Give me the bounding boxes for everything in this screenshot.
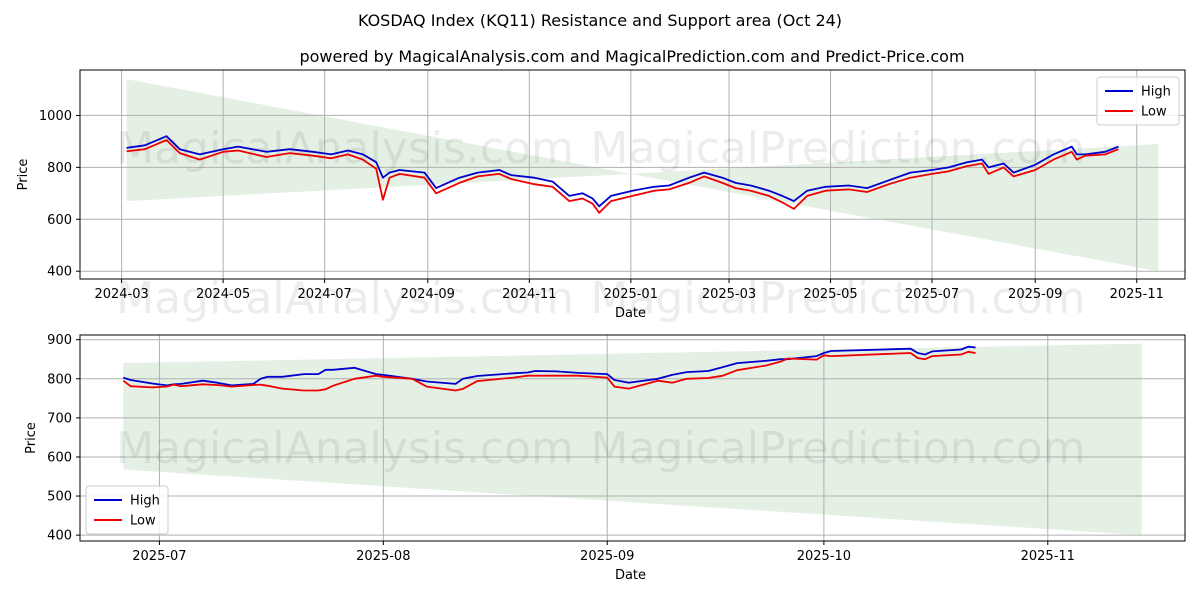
legend-label-high: High — [1141, 85, 1171, 100]
watermark: MagicalAnalysis.com — [116, 273, 574, 324]
bottom-panel: MagicalAnalysis.com MagicalPrediction.com… — [24, 333, 1186, 583]
legend-label-low: Low — [130, 514, 156, 529]
x-tick-label: 2025-09 — [580, 549, 634, 564]
watermark: MagicalAnalysis.com — [116, 123, 574, 174]
watermark: MagicalPrediction.com — [591, 123, 1086, 174]
plot-frame — [79, 334, 1186, 542]
x-tick-label: 2024-11 — [502, 287, 556, 302]
x-axis-label: Date — [615, 306, 646, 321]
chart-title: KOSDAQ Index (KQ11) Resistance and Suppo… — [358, 11, 842, 30]
x-tick-label: 2025-01 — [604, 287, 658, 302]
x-axis-label: Date — [615, 568, 646, 583]
y-tick-label: 800 — [47, 161, 72, 176]
y-tick-label: 600 — [47, 213, 72, 228]
x-tick-label: 2024-09 — [401, 287, 455, 302]
legend-label-high: High — [130, 494, 160, 509]
legend-box — [85, 485, 169, 535]
x-tick-label: 2025-11 — [1021, 549, 1075, 564]
x-tick-label: 2024-07 — [297, 287, 351, 302]
legend: High Low — [1096, 76, 1180, 126]
chart-subtitle: powered by MagicalAnalysis.com and Magic… — [299, 47, 964, 66]
support-resistance-band — [126, 79, 1159, 272]
plot-frame — [79, 69, 1186, 280]
x-tick-label: 2025-11 — [1110, 287, 1164, 302]
y-tick-label: 400 — [47, 265, 72, 280]
x-tick-label: 2025-08 — [356, 549, 410, 564]
y-axis-label: Price — [16, 159, 31, 191]
legend: High Low — [85, 485, 169, 535]
x-tick-label: 2025-03 — [702, 287, 756, 302]
series-line-high — [126, 135, 1119, 208]
support-resistance-band — [123, 343, 1142, 536]
y-tick-label: 600 — [47, 450, 72, 465]
series-line-low — [122, 350, 976, 392]
x-tick-label: 2025-10 — [797, 549, 851, 564]
watermark: MagicalPrediction.com — [591, 273, 1086, 324]
x-tick-label: 2025-07 — [132, 549, 186, 564]
x-tick-label: 2024-05 — [196, 287, 250, 302]
x-tick-label: 2025-09 — [1008, 287, 1062, 302]
watermark: MagicalAnalysis.com — [116, 423, 574, 474]
y-tick-label: 800 — [47, 372, 72, 387]
series-line-low — [126, 139, 1119, 214]
watermark: MagicalPrediction.com — [591, 423, 1086, 474]
y-tick-label: 900 — [47, 333, 72, 348]
series-line-high — [123, 345, 976, 387]
y-axis-label: Price — [24, 422, 39, 454]
legend-box — [1096, 76, 1180, 126]
y-tick-label: 500 — [47, 490, 72, 505]
x-tick-label: 2025-05 — [803, 287, 857, 302]
legend-label-low: Low — [1141, 105, 1167, 120]
top-panel: MagicalAnalysis.com MagicalPrediction.com… — [16, 69, 1186, 324]
x-tick-label: 2025-07 — [905, 287, 959, 302]
x-tick-label: 2024-03 — [94, 287, 148, 302]
y-tick-label: 700 — [47, 411, 72, 426]
y-tick-label: 1000 — [39, 109, 72, 124]
y-tick-label: 400 — [47, 529, 72, 544]
